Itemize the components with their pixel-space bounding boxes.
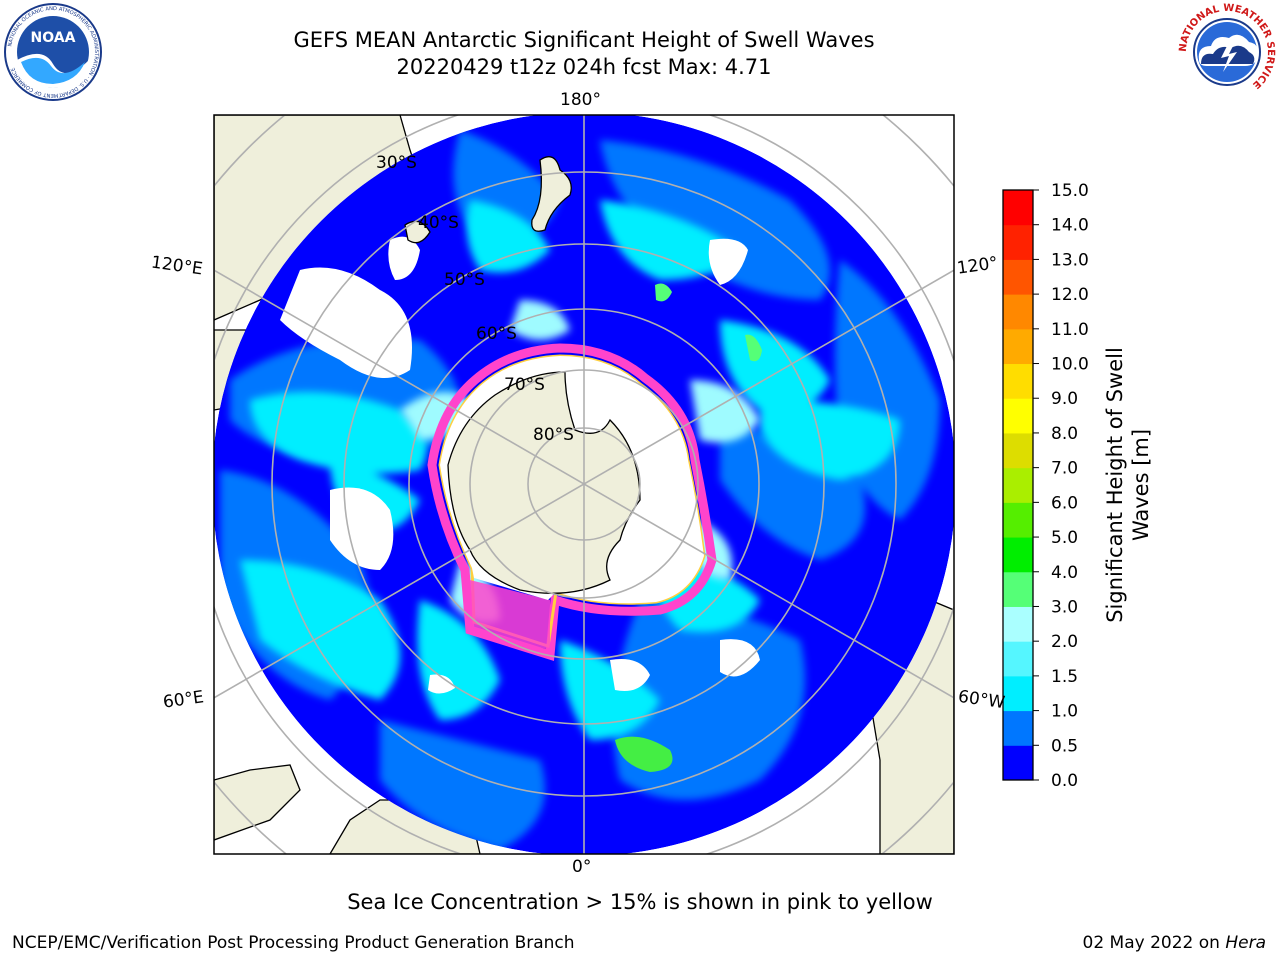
colorbar-tick-label: 5.0 [1051, 528, 1078, 548]
colorbar-segment [1003, 710, 1033, 746]
footer-branch: NCEP/EMC/Verification Post Processing Pr… [12, 933, 575, 953]
noaa-logo-icon: NOAA NATIONAL OCEANIC AND ATMOSPHERIC AD… [4, 3, 102, 101]
lon-label-0: 0° [572, 857, 592, 877]
colorbar-tick-label: 7.0 [1051, 459, 1078, 479]
colorbar-segment [1003, 537, 1033, 573]
colorbar-tick-label: 11.0 [1051, 320, 1089, 340]
colorbar-segment [1003, 328, 1033, 365]
colorbar-tick-label: 12.0 [1051, 285, 1089, 305]
colorbar-segment [1003, 432, 1033, 469]
colorbar-segment [1003, 745, 1033, 781]
colorbar-segment [1003, 502, 1033, 538]
colorbar-segment [1003, 571, 1033, 607]
map-frame [213, 114, 955, 855]
colorbar-tick-label: 0.5 [1051, 736, 1078, 756]
colorbar-tick-label: 10.0 [1051, 355, 1089, 375]
colorbar-segment [1003, 675, 1033, 712]
colorbar-segment [1003, 294, 1033, 330]
colorbar-tick-label: 4.0 [1051, 563, 1078, 583]
nws-logo-icon: NATIONAL WEATHER SERVICE [1178, 3, 1276, 100]
lat-label-60s: 60°S [476, 324, 517, 344]
sea-ice-note: Sea Ice Concentration > 15% is shown in … [347, 890, 933, 914]
map-subtitle: 20220429 t12z 024h fcst Max: 4.71 [396, 55, 772, 79]
colorbar-tick-label: 15.0 [1051, 181, 1089, 201]
lat-label-80s: 80°S [533, 425, 574, 445]
lat-label-70s: 70°S [504, 375, 545, 395]
colorbar: 0.0 0.5 1.0 1.5 2.0 3.0 4.0 5.0 6.0 7.0 8.0 9.0 10.0… [1002, 181, 1089, 791]
colorbar-segment [1003, 190, 1033, 226]
lat-label-30s: 30°S [376, 153, 417, 173]
colorbar-frame [1002, 189, 1034, 781]
noaa-logo-text: NOAA [31, 30, 76, 46]
colorbar-tick-label: 9.0 [1051, 389, 1078, 409]
colorbar-tick-label: 1.5 [1051, 667, 1078, 687]
colorbar-tick-label: 8.0 [1051, 424, 1078, 444]
colorbar-segment [1003, 224, 1033, 260]
colorbar-segment [1003, 259, 1033, 295]
colorbar-segment [1003, 363, 1033, 399]
footer-date: 02 May 2022 on Hera [1083, 933, 1267, 953]
lat-label-50s: 50°S [444, 270, 485, 290]
colorbar-segment [1003, 641, 1033, 677]
colorbar-tick-label: 0.0 [1051, 771, 1078, 791]
colorbar-segment [1003, 606, 1033, 642]
antarctica-land [447, 371, 641, 594]
colorbar-tick-label: 2.0 [1051, 632, 1078, 652]
footer-host: Hera [1225, 933, 1266, 953]
colorbar-tick-label: 6.0 [1051, 493, 1078, 513]
colorbar-title-line1: Significant Height of Swell [1103, 347, 1127, 623]
colorbar-title-line2: Waves [m] [1129, 428, 1153, 542]
map-title: GEFS MEAN Antarctic Significant Height o… [293, 28, 875, 52]
lat-label-40s: 40°S [418, 213, 459, 233]
colorbar-tick-label: 1.0 [1051, 702, 1078, 722]
colorbar-segment [1003, 467, 1033, 503]
colorbar-tick-label: 3.0 [1051, 597, 1078, 617]
colorbar-tick-label: 13.0 [1051, 250, 1089, 270]
lon-label-180: 180° [560, 90, 601, 110]
footer-date-text: 02 May 2022 on [1082, 933, 1226, 953]
colorbar-segment [1003, 398, 1033, 434]
colorbar-tick-label: 14.0 [1051, 216, 1089, 236]
